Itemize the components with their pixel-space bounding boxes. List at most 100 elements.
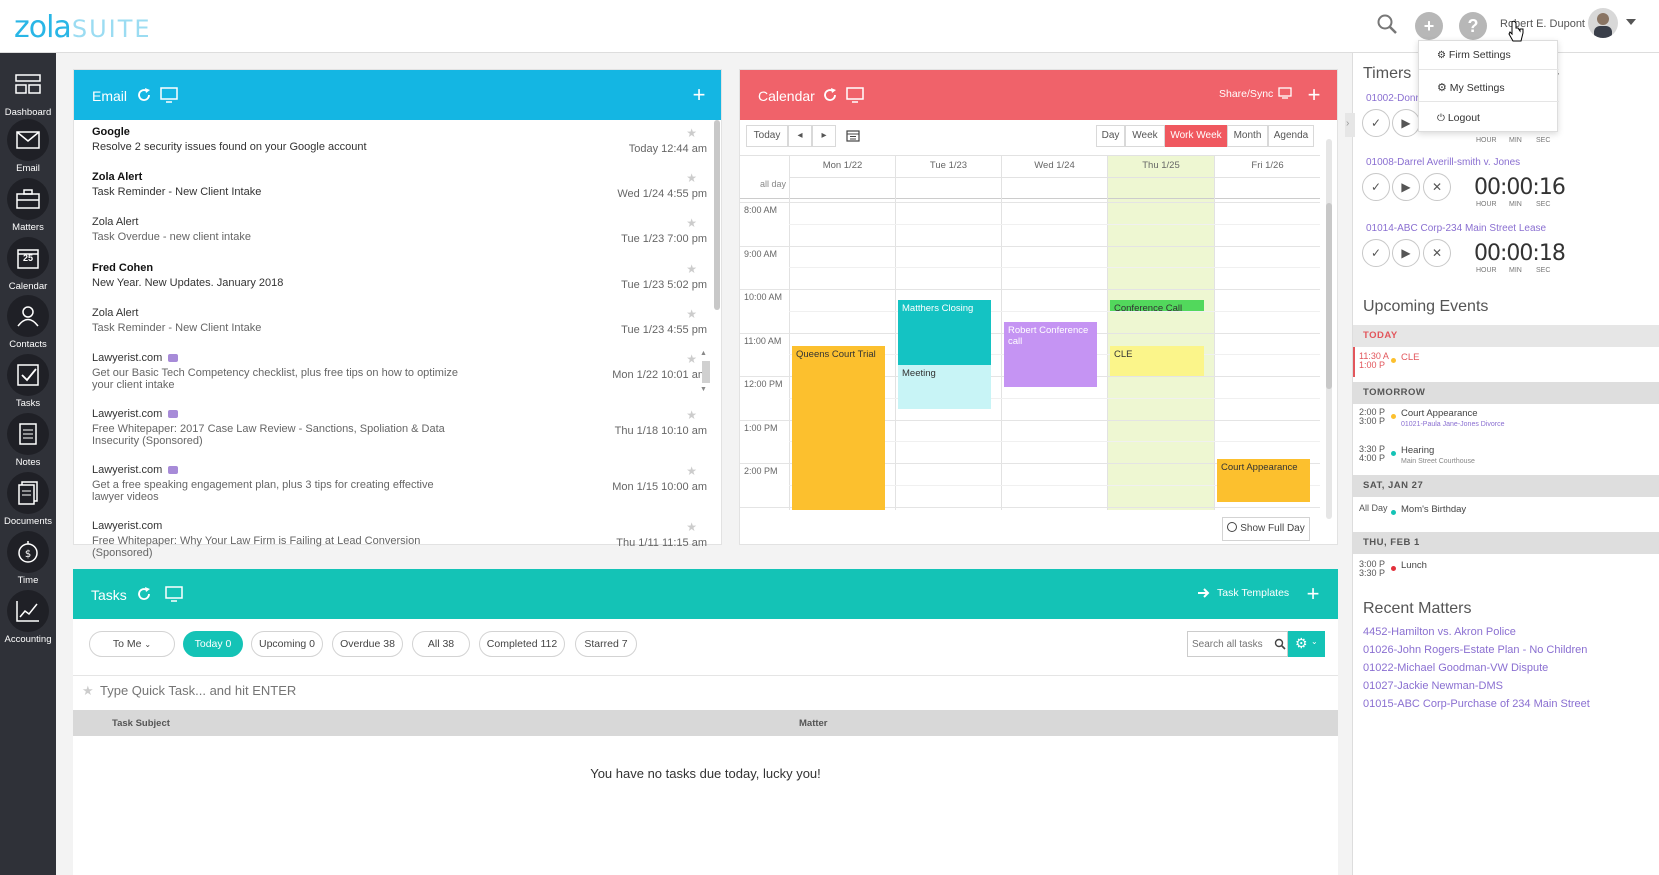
email-row[interactable]: Lawyerist.com Free Whitepaper: Why Your L… bbox=[92, 520, 707, 559]
recent-matter-link[interactable]: 01027-Jackie Newman-DMS bbox=[1363, 680, 1503, 692]
user-name[interactable]: Robert E. Dupont bbox=[1500, 18, 1585, 30]
day-header[interactable]: Tue 1/23 bbox=[895, 156, 1001, 178]
nav-dashboard[interactable]: Dashboard bbox=[0, 63, 56, 118]
star-icon[interactable]: ★ bbox=[686, 307, 697, 321]
refresh-icon[interactable] bbox=[136, 586, 152, 602]
view-day-button[interactable]: Day bbox=[1096, 125, 1125, 147]
email-row[interactable]: Google Resolve 2 security issues found on… bbox=[92, 126, 707, 155]
collapse-sidebar-icon[interactable]: › bbox=[1345, 113, 1355, 137]
timer-cancel-icon[interactable]: ✕ bbox=[1423, 173, 1451, 201]
timer-play-icon[interactable]: ▶ bbox=[1392, 109, 1420, 137]
view-week-button[interactable]: Week bbox=[1125, 125, 1165, 147]
recent-matter-link[interactable]: 01015-ABC Corp-Purchase of 234 Main Stre… bbox=[1363, 698, 1590, 710]
avatar[interactable] bbox=[1588, 8, 1618, 38]
task-filter-today[interactable]: Today 0 bbox=[183, 631, 243, 657]
day-header[interactable]: Fri 1/26 bbox=[1214, 156, 1320, 178]
popout-icon[interactable] bbox=[846, 87, 864, 103]
star-icon[interactable]: ★ bbox=[686, 352, 697, 366]
share-sync-button[interactable]: Share/Sync bbox=[1219, 88, 1274, 100]
timer-complete-icon[interactable]: ✓ bbox=[1362, 173, 1390, 201]
star-icon[interactable]: ★ bbox=[686, 520, 697, 534]
add-new-icon[interactable]: + bbox=[1415, 12, 1443, 40]
email-row[interactable]: Fred Cohen New Year. New Updates. January… bbox=[92, 262, 707, 291]
calendar-event[interactable]: Queens Court Trial bbox=[792, 345, 885, 510]
view-work-week-button[interactable]: Work Week bbox=[1165, 125, 1227, 147]
calendar-event[interactable]: Court Appearance bbox=[1217, 458, 1310, 503]
assignee-filter-dropdown[interactable]: To Me ⌄ bbox=[89, 631, 175, 657]
add-event-icon[interactable]: + bbox=[1307, 82, 1321, 107]
nav-documents[interactable]: Documents bbox=[0, 472, 56, 527]
timer-matter-link[interactable]: 01008-Darrel Averill-smith v. Jones bbox=[1366, 157, 1521, 168]
email-row[interactable]: Lawyerist.com Get a free speaking engagem… bbox=[92, 464, 707, 503]
popout-icon[interactable] bbox=[160, 87, 178, 103]
view-agenda-button[interactable]: Agenda bbox=[1268, 125, 1314, 147]
recent-matter-link[interactable]: 4452-Hamilton vs. Akron Police bbox=[1363, 626, 1516, 638]
popout-icon[interactable] bbox=[165, 586, 183, 602]
next-icon[interactable]: ▸ bbox=[812, 125, 836, 147]
star-icon[interactable]: ★ bbox=[686, 171, 697, 185]
add-email-icon[interactable]: + bbox=[692, 82, 706, 107]
zola-suite-logo[interactable]: zola SUITE bbox=[14, 10, 152, 45]
email-inner-scrollbar[interactable]: ▲ ▼ bbox=[700, 350, 712, 396]
day-header[interactable]: Wed 1/24 bbox=[1001, 156, 1107, 178]
task-templates-button[interactable]: Task Templates bbox=[1217, 587, 1290, 599]
help-icon[interactable]: ? bbox=[1459, 12, 1487, 40]
calendar-event[interactable]: Matthers Closing bbox=[898, 299, 991, 366]
timer-play-icon[interactable]: ▶ bbox=[1392, 239, 1420, 267]
task-filter-upcoming[interactable]: Upcoming 0 bbox=[251, 631, 323, 657]
col-task-subject[interactable]: Task Subject bbox=[112, 718, 170, 729]
refresh-icon[interactable] bbox=[136, 87, 152, 103]
task-filter-starred[interactable]: Starred 7 bbox=[575, 631, 637, 657]
today-button[interactable]: Today bbox=[746, 125, 788, 147]
nav-tasks[interactable]: Tasks bbox=[0, 354, 56, 409]
task-filter-overdue[interactable]: Overdue 38 bbox=[332, 631, 403, 657]
timer-complete-icon[interactable]: ✓ bbox=[1362, 239, 1390, 267]
star-icon[interactable]: ★ bbox=[686, 216, 697, 230]
calendar-event[interactable]: CLE bbox=[1110, 345, 1204, 376]
share-sync-icon[interactable] bbox=[1278, 87, 1294, 103]
day-header[interactable]: Mon 1/22 bbox=[789, 156, 895, 178]
menu-my-settings[interactable]: ⚙ My Settings bbox=[1437, 82, 1505, 94]
nav-notes[interactable]: Notes bbox=[0, 413, 56, 468]
star-icon[interactable]: ★ bbox=[686, 408, 697, 422]
show-full-day-button[interactable]: Show Full Day bbox=[1222, 517, 1310, 541]
date-picker-icon[interactable] bbox=[846, 129, 860, 145]
nav-contacts[interactable]: Contacts bbox=[0, 295, 56, 350]
menu-logout[interactable]: ⏻ Logout bbox=[1437, 112, 1480, 124]
day-header[interactable]: Thu 1/25 bbox=[1107, 156, 1214, 178]
email-scrollbar[interactable] bbox=[714, 120, 720, 310]
timer-matter-link[interactable]: 01002-Donr bbox=[1366, 93, 1419, 104]
timer-cancel-icon[interactable]: ✕ bbox=[1423, 239, 1451, 267]
prev-icon[interactable]: ◂ bbox=[788, 125, 812, 147]
quick-task-input[interactable] bbox=[100, 680, 700, 700]
calendar-scrollbar[interactable] bbox=[1325, 125, 1333, 537]
user-menu-caret-icon[interactable] bbox=[1626, 19, 1636, 25]
nav-calendar[interactable]: 25 Calendar bbox=[0, 237, 56, 292]
star-icon[interactable]: ★ bbox=[686, 126, 697, 140]
nav-accounting[interactable]: Accounting bbox=[0, 590, 56, 645]
view-month-button[interactable]: Month bbox=[1227, 125, 1268, 147]
email-row[interactable]: Zola Alert Task Reminder - New Client Int… bbox=[92, 307, 707, 336]
nav-matters[interactable]: Matters bbox=[0, 178, 56, 233]
timer-matter-link[interactable]: 01014-ABC Corp-234 Main Street Lease bbox=[1366, 223, 1547, 234]
menu-firm-settings[interactable]: ⚙ Firm Settings bbox=[1437, 49, 1511, 61]
refresh-icon[interactable] bbox=[822, 87, 838, 103]
email-row[interactable]: Zola Alert Task Overdue - new client inta… bbox=[92, 216, 707, 245]
task-filter-completed[interactable]: Completed 112 bbox=[479, 631, 565, 657]
search-icon[interactable] bbox=[1375, 12, 1399, 36]
add-task-icon[interactable]: + bbox=[1306, 581, 1320, 606]
task-settings-button[interactable]: ⚙ ⌄ bbox=[1288, 631, 1325, 657]
task-filter-all[interactable]: All 38 bbox=[412, 631, 470, 657]
col-matter[interactable]: Matter bbox=[799, 718, 828, 729]
nav-email[interactable]: Email bbox=[0, 119, 56, 174]
calendar-event[interactable]: Robert Conference call bbox=[1004, 321, 1097, 387]
star-icon[interactable]: ★ bbox=[82, 683, 94, 698]
timer-play-icon[interactable]: ▶ bbox=[1392, 173, 1420, 201]
timer-complete-icon[interactable]: ✓ bbox=[1362, 109, 1390, 137]
star-icon[interactable]: ★ bbox=[686, 262, 697, 276]
search-icon[interactable] bbox=[1274, 638, 1286, 653]
star-icon[interactable]: ★ bbox=[686, 464, 697, 478]
email-row[interactable]: Lawyerist.com Free Whitepaper: 2017 Case … bbox=[92, 408, 707, 447]
calendar-event[interactable]: Meeting bbox=[898, 365, 991, 409]
task-search-input[interactable] bbox=[1188, 632, 1272, 656]
